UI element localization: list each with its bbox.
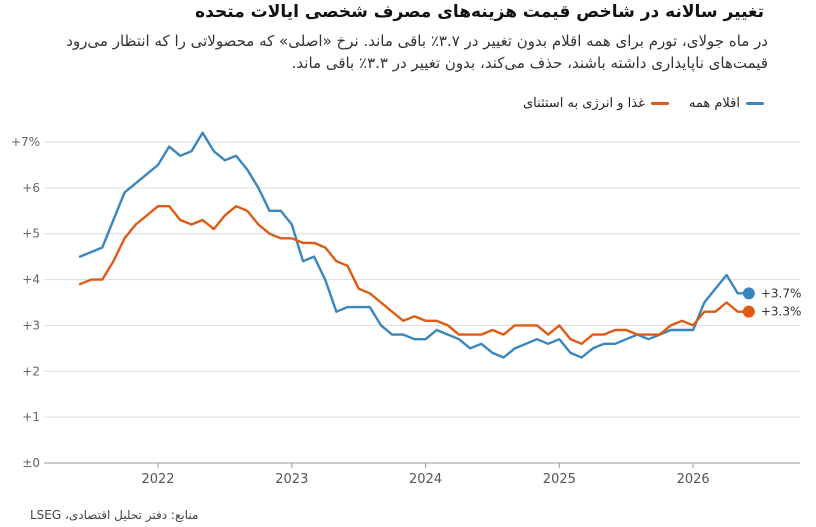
chart-title: تغییر سالانه در شاخص قیمت هزینه‌های مصرف… [195, 2, 764, 22]
series-end-point-1 [742, 305, 755, 318]
y-tick-label: +2 [22, 364, 40, 378]
y-tick-label: +1 [22, 410, 40, 424]
series-end-point-0 [742, 287, 755, 300]
y-tick-label: +4 [22, 273, 40, 287]
chart-subtitle: در ماه جولای، تورم برای همه اقلام بدون ت… [66, 32, 768, 72]
x-tick-label: 2026 [677, 472, 710, 487]
legend-item-core: غذا و انرژی به استثنای [523, 96, 669, 111]
y-tick-label: ±0 [22, 456, 40, 470]
legend-label-all-items: اقلام همه [688, 96, 740, 111]
source-note: منابع: دفتر تحلیل اقتصادی، LSEG [30, 508, 199, 522]
x-tick-label: 2022 [141, 472, 174, 487]
series-layer: +3.7% +3.3% [78, 131, 802, 359]
y-tick-label: +3 [22, 318, 40, 332]
y-tick-label: +7% [11, 135, 40, 149]
legend-item-all-items: اقلام همه [689, 96, 764, 111]
legend-swatch-core [650, 102, 669, 105]
series-end-label-0: +3.7% [761, 286, 802, 300]
legend-swatch-all-items [746, 102, 764, 105]
x-tick-label: 2023 [275, 472, 308, 487]
series-end-label-1: +3.3% [761, 305, 802, 319]
x-tick-label: 2024 [409, 472, 442, 487]
x-axis-ticks: 2022 2023 2024 2025 2026 [141, 463, 710, 487]
legend-label-core: غذا و انرژی به استثنای [522, 96, 645, 111]
y-tick-label: +6 [22, 181, 40, 195]
series-line-1 [78, 205, 751, 345]
legend: اقلام همه غذا و انرژی به استثنای [523, 96, 764, 111]
y-tick-label: +5 [22, 227, 40, 241]
series-line-0 [78, 131, 751, 359]
x-tick-label: 2025 [543, 472, 576, 487]
y-axis-ticks: ±0 +1 +2 +3 +4 +5 +6 +7% [11, 135, 40, 470]
grid-layer [44, 141, 800, 464]
